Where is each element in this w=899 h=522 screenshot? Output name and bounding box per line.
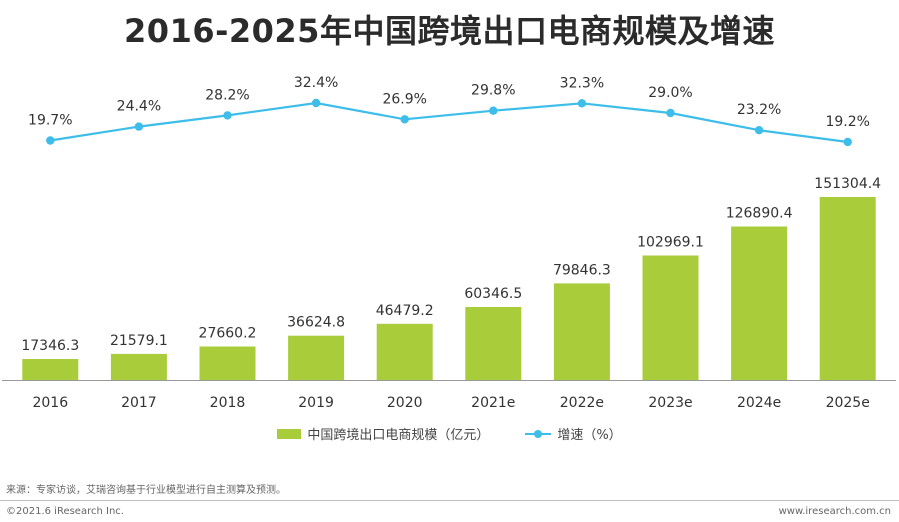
line-point-2021e: [489, 106, 498, 115]
bar-2020: [376, 323, 433, 380]
line-series: [46, 98, 852, 147]
growth-line: [50, 101, 848, 144]
line-label-2020: 26.9%: [382, 91, 426, 107]
bar-2016: [22, 359, 79, 380]
line-point-2023e: [666, 108, 675, 118]
bar-label-2019: 36624.8: [287, 315, 345, 331]
line-point-2020: [400, 115, 409, 124]
x-tick-labels: 2016 2017 2018 2019 2020 2021e 2022e 2023e 2024e…: [32, 395, 869, 411]
line-point-2016: [46, 136, 55, 145]
x-tick-2022e: 2022e: [560, 395, 604, 411]
legend: 中国跨境出口电商规模（亿元） 增速（%）: [0, 424, 899, 443]
legend-label-growth: 增速（%）: [557, 428, 622, 443]
bar-2021e: [465, 307, 522, 380]
x-tick-2021e: 2021e: [471, 395, 515, 411]
line-point-2017: [134, 122, 144, 131]
x-tick-2023e: 2023e: [648, 395, 692, 411]
source-note: 来源：专家访谈，艾瑞咨询基于行业模型进行自主测算及预测。: [6, 485, 286, 496]
line-label-2024e: 23.2%: [737, 102, 781, 118]
bar-data-labels: 17346.3 21579.1 27660.2 36624.8 46479.2 60346…: [21, 176, 881, 354]
bar-2022e: [553, 283, 610, 380]
bar-label-2018: 27660.2: [199, 326, 257, 342]
x-tick-2016: 2016: [32, 395, 68, 411]
bar-label-2023e: 102969.1: [637, 235, 704, 251]
legend-bar-swatch: [277, 428, 302, 439]
line-label-2023e: 29.0%: [648, 85, 692, 101]
bar-2023e: [642, 255, 699, 380]
line-point-2019: [311, 98, 321, 108]
bar-2024e: [731, 226, 788, 380]
line-label-2025e: 19.2%: [825, 114, 869, 130]
bar-label-2024e: 126890.4: [726, 206, 793, 222]
legend-label-scale: 中国跨境出口电商规模（亿元）: [307, 428, 490, 443]
line-label-2017: 24.4%: [117, 99, 161, 115]
line-point-2025e: [843, 137, 852, 147]
line-label-2019: 32.4%: [294, 75, 338, 91]
website-text: www.iresearch.com.cn: [778, 506, 891, 517]
x-tick-2025e: 2025e: [826, 395, 870, 411]
legend-line-swatch: [525, 429, 552, 439]
bar-label-2016: 17346.3: [21, 338, 79, 354]
line-label-2022e: 32.3%: [560, 75, 604, 91]
line-point-2018: [223, 111, 232, 120]
legend-item-scale: 中国跨境出口电商规模（亿元）: [277, 424, 489, 443]
bar-label-2021e: 60346.5: [464, 286, 522, 302]
line-point-2022e: [577, 99, 587, 108]
x-tick-2018: 2018: [210, 395, 246, 411]
x-tick-2017: 2017: [121, 395, 157, 411]
bar-2018: [199, 346, 256, 380]
chart-title: 2016-2025年中国跨境出口电商规模及增速: [124, 12, 775, 50]
x-tick-2020: 2020: [387, 395, 423, 411]
footer-divider: [0, 500, 899, 501]
bar-label-2020: 46479.2: [376, 303, 434, 319]
line-label-2018: 28.2%: [205, 87, 249, 103]
x-tick-2024e: 2024e: [737, 395, 781, 411]
bar-2025e: [819, 197, 876, 380]
bar-2017: [110, 353, 167, 380]
line-label-2021e: 29.8%: [471, 83, 515, 99]
legend-item-growth: 增速（%）: [525, 424, 622, 443]
line-data-labels: 19.7% 24.4% 28.2% 32.4% 26.9% 29.8% 32.3% 29.0%…: [28, 75, 870, 130]
copyright-text: ©2021.6 iResearch Inc.: [6, 506, 124, 517]
line-point-2024e: [754, 126, 764, 135]
line-label-2016: 19.7%: [28, 113, 72, 129]
bar-label-2017: 21579.1: [110, 333, 168, 349]
bar-label-2022e: 79846.3: [553, 262, 611, 278]
bar-label-2025e: 151304.4: [814, 176, 881, 192]
bar-series: [22, 197, 876, 380]
x-tick-2019: 2019: [298, 395, 334, 411]
bar-2019: [288, 335, 345, 380]
